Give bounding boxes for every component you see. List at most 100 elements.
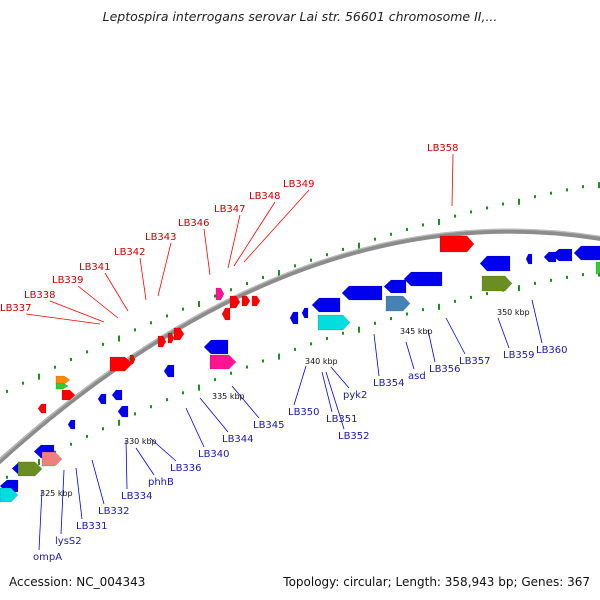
scale-tick-label: 330 kbp — [124, 437, 157, 446]
gc-dot — [166, 314, 168, 318]
gene-arrow — [117, 405, 129, 418]
gc-dot — [214, 294, 216, 298]
gc-dot — [342, 247, 344, 251]
forward-gene-label: LB337 — [0, 303, 32, 314]
gc-dot — [22, 381, 24, 385]
gc-dot — [118, 419, 120, 426]
gc-dot — [470, 210, 472, 214]
gc-dot — [582, 273, 584, 277]
gene-arrow — [167, 332, 175, 344]
gene-arrow — [525, 253, 533, 265]
gene-arrow — [209, 354, 237, 370]
reverse-gene-label: lysS2 — [55, 536, 82, 547]
gene-arrow — [385, 295, 411, 312]
forward-gene-label: LB348 — [249, 191, 281, 202]
gc-dot — [454, 214, 456, 218]
forward-gene-label: LB338 — [24, 290, 56, 301]
gene-arrow — [41, 451, 63, 467]
gc-dot — [374, 321, 376, 325]
gene-arrow — [251, 295, 261, 307]
gene-arrow — [479, 255, 511, 272]
gc-dot — [70, 442, 72, 446]
label-leader-lines — [25, 153, 543, 551]
gc-dot — [102, 427, 104, 431]
gene-features — [0, 235, 600, 503]
gc-dot — [358, 326, 360, 333]
gc-dot — [118, 335, 120, 342]
gene-arrow — [573, 245, 600, 261]
gc-dot — [278, 270, 280, 277]
scale-tick-label: 335 kbp — [212, 392, 245, 401]
gc-dot — [470, 295, 472, 299]
accession-text: Accession: NC_004343 — [9, 575, 146, 589]
gc-dot — [550, 278, 552, 282]
gene-arrow — [61, 389, 76, 401]
gc-dot — [406, 228, 408, 232]
reverse-gene-label: LB344 — [222, 434, 254, 445]
reverse-gene-label: LB350 — [288, 407, 320, 418]
gc-dot — [486, 206, 488, 210]
gene-arrow — [97, 393, 107, 405]
gene-arrow — [37, 403, 47, 414]
forward-gene-label: LB349 — [283, 179, 315, 190]
gene-arrow — [439, 235, 475, 253]
gc-dot — [6, 389, 8, 393]
gene-arrow — [595, 261, 600, 275]
reverse-gene-label: LB357 — [459, 356, 491, 367]
gc-dot — [102, 342, 104, 346]
map-title: Leptospira interrogans serovar Lai str. … — [102, 9, 498, 24]
gc-dot — [422, 223, 424, 227]
reverse-gene-label: LB340 — [198, 449, 230, 460]
gene-arrow — [551, 248, 573, 262]
gc-dot — [166, 398, 168, 402]
reverse-gene-label: asd — [408, 371, 426, 382]
gc-dot — [294, 347, 296, 351]
gc-dot — [230, 288, 232, 292]
gc-dot — [326, 336, 328, 340]
gene-arrow — [163, 364, 175, 378]
gc-dot — [326, 253, 328, 257]
gc-dot — [342, 331, 344, 335]
gc-dot — [390, 232, 392, 236]
gc-dot — [534, 281, 536, 285]
reverse-gene-label: LB336 — [170, 463, 202, 474]
gene-arrow — [383, 279, 407, 294]
gc-dot — [198, 384, 200, 391]
scale-tick-label: 325 kbp — [40, 489, 73, 498]
gc-dot — [182, 391, 184, 395]
gc-dot — [534, 195, 536, 199]
gene-arrow — [111, 389, 123, 401]
gc-dot — [486, 292, 488, 296]
reverse-gene-label: LB360 — [536, 345, 568, 356]
gc-dot — [246, 365, 248, 369]
gc-dot — [294, 264, 296, 268]
gc-dot — [54, 365, 56, 369]
reverse-gene-label: LB334 — [121, 491, 153, 502]
reverse-gene-label: LB345 — [253, 420, 285, 431]
reverse-gene-label: LB352 — [338, 431, 370, 442]
reverse-gene-label: phhB — [148, 477, 174, 488]
reverse-gene-label: LB351 — [326, 414, 358, 425]
gc-dot — [182, 307, 184, 311]
gc-dot — [550, 191, 552, 195]
scale-tick-label: 340 kbp — [305, 357, 338, 366]
gc-dot — [598, 182, 600, 189]
gene-arrow — [109, 356, 133, 372]
gc-dot — [70, 357, 72, 361]
gc-dot — [134, 328, 136, 332]
gc-dot — [262, 359, 264, 363]
gene-arrow — [311, 297, 341, 313]
gene-arrow — [317, 314, 351, 331]
gc-dot — [438, 303, 440, 310]
gc-dot — [38, 458, 40, 465]
gc-dot — [6, 475, 8, 479]
reverse-gene-label: LB331 — [76, 521, 108, 532]
gene-arrow — [221, 307, 231, 321]
summary-text: Topology: circular; Length: 358,943 bp; … — [283, 575, 590, 589]
gene-arrow — [481, 275, 513, 292]
gc-dot — [38, 373, 40, 380]
reverse-gene-label: LB359 — [503, 350, 535, 361]
scale-tick-label: 345 kbp — [400, 327, 433, 336]
gc-dot — [422, 308, 424, 312]
gc-dot — [150, 405, 152, 409]
